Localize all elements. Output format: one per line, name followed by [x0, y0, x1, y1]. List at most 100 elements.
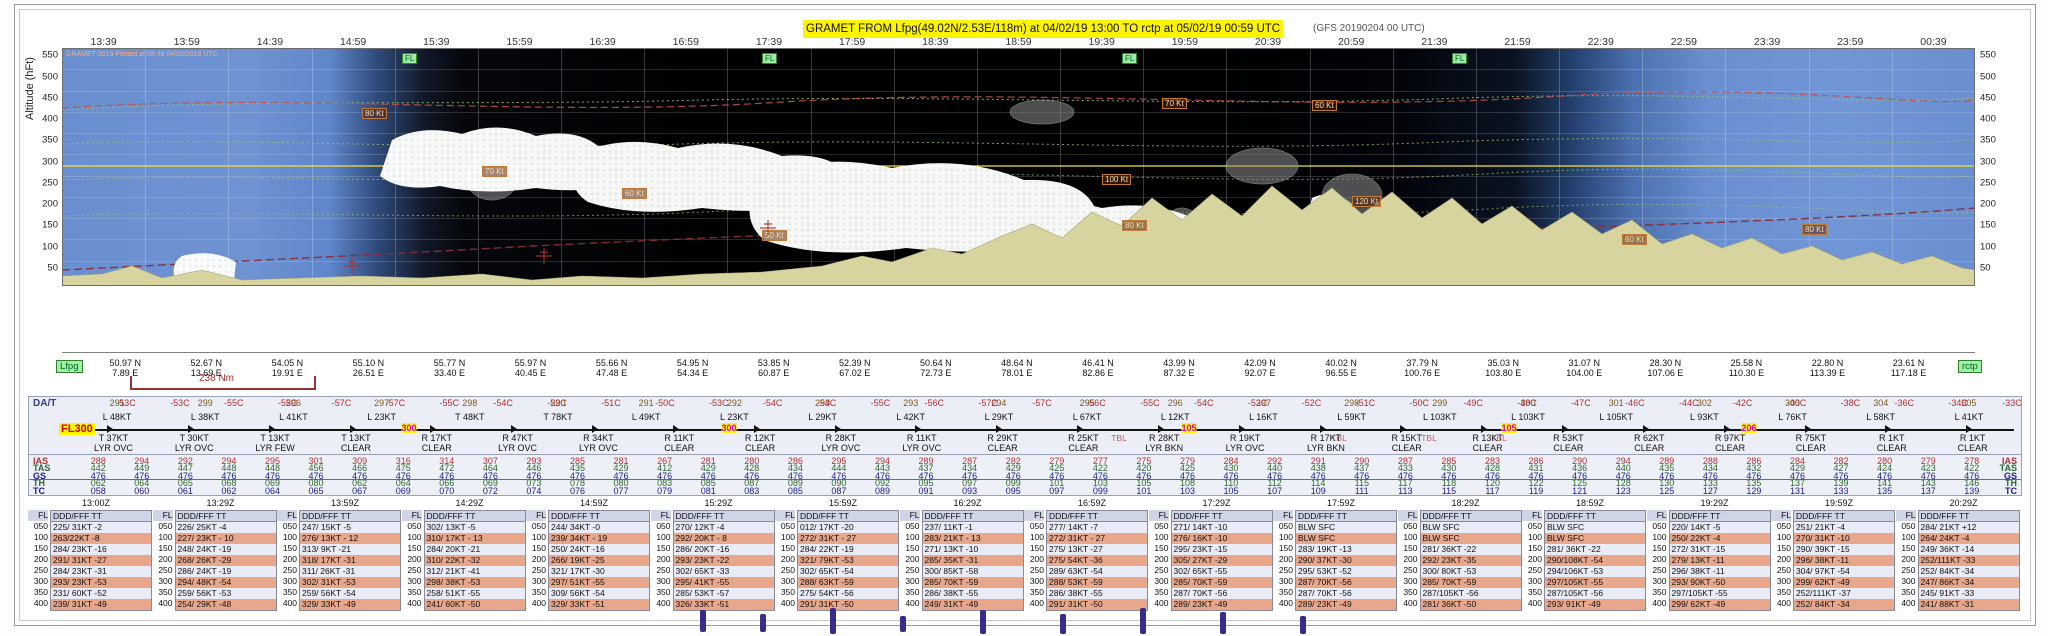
drift-angle-value: 293 [903, 398, 919, 408]
wind-component-lower: R 1KT [1959, 433, 1986, 443]
route-direction-arrow [1319, 425, 1326, 433]
perf-value: 128 [1615, 478, 1631, 489]
y-axis-tick: 300 [1980, 156, 1996, 168]
wind-box-fl-value: 350 [282, 587, 297, 597]
wind-box-row: BLW SFC [1296, 533, 1396, 544]
wind-box[interactable]: DDD/FFF TT 271/ 14KT -10 276/ 16KT -10 295/… [1170, 510, 1273, 611]
wind-box-fl-value: 200 [282, 554, 297, 564]
perf-value: 423 [1920, 463, 1936, 474]
perf-value: 476 [831, 470, 847, 481]
wind-box-row: 329/ 33KT -51 [549, 599, 649, 610]
waypoint-coordinates: 52.67 N 13.69 E [191, 358, 223, 378]
wind-component-lower: R 47KT [502, 433, 533, 443]
perf-value: 476 [744, 470, 760, 481]
wind-box-row: 264/ 24KT -4 [1918, 533, 2019, 544]
wind-box[interactable]: DDD/FFF TT 226/ 25KT -4 227/ 23KT - 10 248/… [174, 510, 277, 611]
perf-value: 434 [787, 463, 803, 474]
wind-box-row: 295/ 23KT -15 [1173, 544, 1228, 554]
wind-component-upper: T 48KT [455, 412, 485, 422]
wind-box-time: 14:29Z [455, 498, 484, 508]
wind-component-lower: R 25KT [1068, 433, 1099, 443]
wind-box-fl-value: 350 [407, 587, 422, 597]
wind-box[interactable]: DDD/FFF TT 277/ 14KT -7 272/ 31KT - 27 275/… [1046, 510, 1148, 611]
wind-box[interactable]: DDD/FFF TT 225/ 31KT -2 263/22KT -8 284/ 23… [50, 510, 152, 611]
waypoint-coordinates: 23.61 N 117.18 E [1891, 358, 1926, 378]
perf-value: 112 [1267, 478, 1282, 489]
temperature-value: -44C [1678, 398, 1699, 408]
wind-box[interactable]: DDD/FFF TT 237/ 11KT -1 283/ 21KT - 13 271/… [921, 510, 1024, 611]
wind-box-fl-value: 300 [1527, 576, 1542, 586]
drift-angle-value: 291 [638, 398, 654, 408]
wind-box-fl-value: 350 [1527, 587, 1542, 597]
wind-box[interactable]: DDD/FFF TT 284/ 21KT +12 264/ 24KT -4 249/ … [1917, 510, 2020, 611]
page-title: GRAMET FROM Lfpg(49.02N/2.53E/118m) at 0… [803, 20, 1284, 38]
wind-box-row: 287/ 70KT -56 [1173, 588, 1228, 598]
wind-box-fl-header: FL [1273, 510, 1293, 521]
time-tick-label: 14:39 [256, 36, 284, 48]
wind-component-lower: R 11KT [664, 433, 695, 443]
drift-angle-value: 298 [1344, 398, 1360, 408]
perf-value: 058 [90, 485, 106, 496]
perf-value: 476 [134, 470, 150, 481]
wind-component-lower: R 1KT [1878, 433, 1905, 443]
route-direction-arrow [1966, 425, 1973, 433]
y-axis-tick: 500 [42, 71, 58, 83]
wind-box-row: 283/ 21KT - 13 [922, 533, 1023, 544]
distance-bracket [130, 376, 316, 390]
time-tick-label: 14:59 [339, 36, 367, 48]
wind-box[interactable]: DDD/FFF TT 247/ 15KT -5 276/ 13KT - 12 313/… [299, 510, 401, 611]
perf-value: 283 [1484, 455, 1501, 466]
waypoint-lon: 47.48 E [596, 368, 628, 378]
wind-box-row: 304/ 97KT -54 [1796, 566, 1850, 576]
wind-box-fl-value: 250 [780, 565, 795, 575]
wind-box[interactable]: DDD/FFF TT 302/ 13KT -5 310/ 17KT - 13 284/… [423, 510, 526, 611]
y-axis-tick: 300 [42, 156, 58, 168]
wind-box[interactable]: DDD/FFF TT BLW SFC BLW SFC 281/ 36KT -22 292… [1419, 510, 1522, 611]
wind-component-lower: R 53KT [1553, 433, 1584, 443]
waypoint-lat: 42.09 N [1244, 358, 1276, 368]
wind-box-header: DDD/FFF TT [798, 511, 898, 522]
wind-box-fl-value: 200 [905, 554, 920, 564]
perf-value: 449 [134, 463, 150, 474]
wind-box-fl-value: 050 [531, 521, 546, 531]
wind-box[interactable]: DDD/FFF TT 251/ 21KT -4 270/ 31KT -10 290/ … [1793, 510, 1895, 611]
perf-value: 114 [1311, 478, 1326, 489]
perf-value: 476 [1789, 470, 1806, 481]
perf-row-tas: TAS TAS 442 449 447 448 448 456 466 475 472 464 446 4… [29, 463, 2021, 473]
route-direction-arrow [1157, 425, 1164, 433]
temperature-value: -57C [331, 398, 352, 408]
wind-component-upper: L 48KT [102, 412, 132, 422]
waypoint-coordinates: 22.80 N 113.39 E [1810, 358, 1845, 378]
perf-value: 087 [744, 478, 760, 489]
wind-component-upper: L 105KT [1599, 412, 1634, 422]
wind-box-fl-value: 350 [1403, 587, 1418, 597]
route-direction-arrow [915, 425, 922, 433]
wind-box-fl-header: FL [1771, 510, 1791, 521]
perf-value: 285 [569, 455, 586, 466]
perf-value: 069 [264, 478, 281, 489]
destination-badge[interactable]: rctp [1958, 360, 1982, 373]
perf-value: 064 [134, 478, 150, 489]
perf-value: 440 [1615, 463, 1631, 474]
cloud-state-label: CLEAR [340, 443, 371, 453]
perf-value: 093 [962, 485, 978, 496]
temperature-value: -42C [1732, 398, 1753, 408]
wind-box[interactable]: DDD/FFF TT 220/ 14KT -5 250/ 22KT -4 272/ 3… [1668, 510, 1771, 611]
wind-box[interactable]: DDD/FFF TT BLW SFC BLW SFC 281/ 36KT -22 290… [1544, 510, 1646, 611]
wind-box-row: BLW SFC [1420, 533, 1521, 544]
waypoint-lat: 35.03 N [1487, 358, 1519, 368]
wind-box[interactable]: DDD/FFF TT 270/ 12KT -4 292/ 20KT - 8 286/ … [672, 510, 775, 611]
perf-value: 476 [1920, 470, 1936, 481]
wind-box-header: DDD/FFF TT [922, 511, 1023, 522]
drift-angle-value: 290 [550, 398, 566, 408]
perf-value: 291 [1310, 455, 1326, 466]
perf-value: 476 [1005, 470, 1021, 481]
perf-value: 067 [352, 485, 368, 496]
wind-box-row: 284/ 22KT -19 [800, 544, 854, 554]
waypoint-lon: 54.34 E [677, 368, 709, 378]
perf-value: 476 [918, 470, 934, 481]
wind-box[interactable]: DDD/FFF TT BLW SFC BLW SFC 283/ 19KT -13 290… [1295, 510, 1397, 611]
wind-box[interactable]: DDD/FFF TT 012/ 17KT -20 272/ 31KT - 27 284… [797, 510, 899, 611]
wind-box[interactable]: DDD/FFF TT 244/ 34KT -0 239/ 34KT - 19 250/… [548, 510, 650, 611]
origin-badge[interactable]: Lfpg [56, 360, 83, 373]
